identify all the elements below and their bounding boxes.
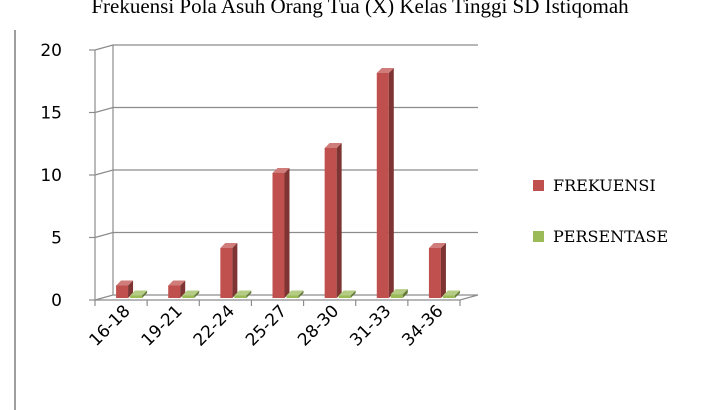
bar-frekuensi-25-27 <box>272 168 290 298</box>
legend: FREKUENSI PERSENTASE <box>533 176 668 246</box>
bar-frekuensi-16-18 <box>116 280 134 298</box>
y-axis-ticks: 0 5 10 15 20 <box>40 41 95 311</box>
x-axis-ticks: 16-18 19-21 22-24 25-27 28-30 31-33 34-36 <box>86 300 461 350</box>
x-tick-label: 16-18 <box>86 301 135 350</box>
bar-frekuensi-22-24 <box>220 243 238 298</box>
x-tick-label: 22-24 <box>190 301 239 350</box>
x-tick-label: 25-27 <box>242 301 291 350</box>
chart-title: Frekuensi Pola Asuh Orang Tua (X) Kelas … <box>91 0 629 18</box>
bar-persentase-31-33 <box>390 289 408 298</box>
y-tick-label: 10 <box>40 166 62 186</box>
bar-persentase-28-30 <box>338 290 356 298</box>
bar-persentase-19-21 <box>182 290 200 298</box>
y-tick-label: 5 <box>51 229 62 249</box>
y-tick-label: 20 <box>40 41 62 61</box>
x-tick-label: 28-30 <box>294 301 343 350</box>
bar-persentase-22-24 <box>234 290 252 298</box>
legend-swatch-persentase <box>533 231 544 242</box>
gridline <box>94 169 478 176</box>
gridline <box>94 106 478 114</box>
x-tick-label: 19-21 <box>138 301 187 350</box>
bar-persentase-16-18 <box>130 290 148 298</box>
bar-frekuensi-28-30 <box>324 143 342 298</box>
y-tick-label: 15 <box>40 104 62 124</box>
gridline <box>94 231 478 239</box>
bar-persentase-25-27 <box>286 290 304 298</box>
legend-label-frekuensi: FREKUENSI <box>553 176 656 195</box>
legend-swatch-frekuensi <box>533 180 544 191</box>
bar-frekuensi-31-33 <box>376 68 394 298</box>
bars <box>116 68 460 298</box>
x-tick-label: 31-33 <box>346 301 395 350</box>
y-tick-label: 0 <box>51 291 62 311</box>
gridline <box>94 44 478 51</box>
x-tick-label: 34-36 <box>398 301 447 350</box>
legend-label-persentase: PERSENTASE <box>553 227 668 246</box>
bar-frekuensi-19-21 <box>168 280 186 298</box>
gridlines <box>94 44 478 239</box>
bar-persentase-34-36 <box>442 290 460 298</box>
bar-frekuensi-34-36 <box>428 243 446 298</box>
